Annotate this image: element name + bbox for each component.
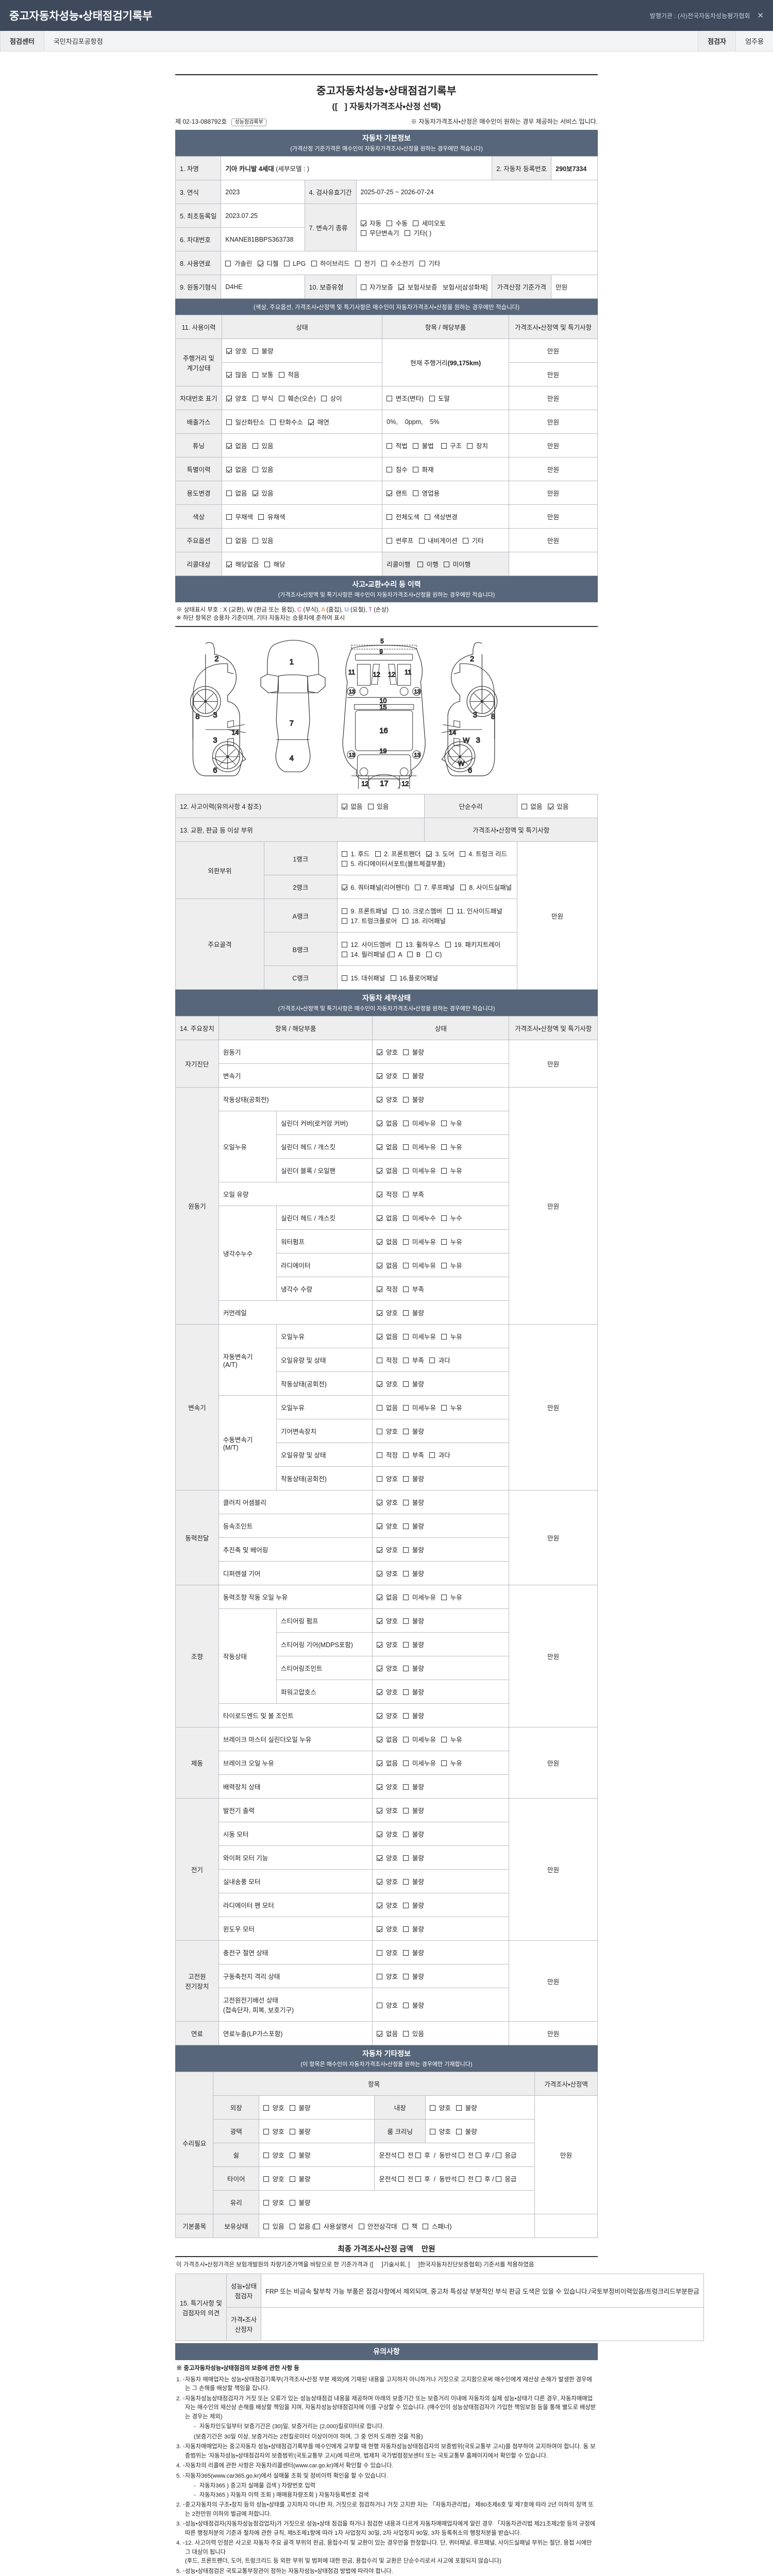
svg-text:13: 13 bbox=[349, 689, 355, 695]
svg-text:7: 7 bbox=[290, 719, 294, 727]
svg-text:14: 14 bbox=[232, 729, 239, 736]
svg-text:8: 8 bbox=[491, 713, 495, 721]
svg-text:3: 3 bbox=[476, 736, 480, 744]
svg-text:W: W bbox=[463, 736, 469, 744]
svg-text:5: 5 bbox=[380, 638, 384, 645]
svg-text:12: 12 bbox=[361, 780, 368, 787]
svg-text:16: 16 bbox=[379, 727, 388, 735]
svg-text:15: 15 bbox=[379, 704, 386, 711]
svg-text:19: 19 bbox=[379, 748, 386, 755]
svg-text:13: 13 bbox=[414, 752, 421, 758]
svg-text:6: 6 bbox=[468, 767, 472, 775]
svg-text:12: 12 bbox=[373, 671, 380, 679]
svg-text:13: 13 bbox=[414, 689, 421, 695]
svg-text:4: 4 bbox=[290, 755, 294, 763]
svg-text:12: 12 bbox=[388, 671, 395, 679]
svg-text:1: 1 bbox=[290, 658, 294, 666]
svg-text:13: 13 bbox=[349, 752, 355, 758]
svg-text:3: 3 bbox=[213, 736, 217, 744]
svg-text:3: 3 bbox=[213, 711, 217, 720]
svg-text:3: 3 bbox=[473, 711, 477, 720]
svg-text:11: 11 bbox=[405, 669, 411, 676]
svg-text:W: W bbox=[458, 759, 465, 767]
svg-text:9: 9 bbox=[379, 649, 383, 655]
svg-text:8: 8 bbox=[195, 713, 199, 721]
svg-text:6: 6 bbox=[213, 767, 217, 775]
svg-text:14: 14 bbox=[449, 729, 456, 736]
svg-text:12: 12 bbox=[401, 780, 409, 787]
svg-text:17: 17 bbox=[380, 779, 388, 788]
svg-text:2: 2 bbox=[470, 655, 474, 663]
svg-text:2: 2 bbox=[214, 655, 219, 663]
svg-text:11: 11 bbox=[348, 669, 355, 676]
